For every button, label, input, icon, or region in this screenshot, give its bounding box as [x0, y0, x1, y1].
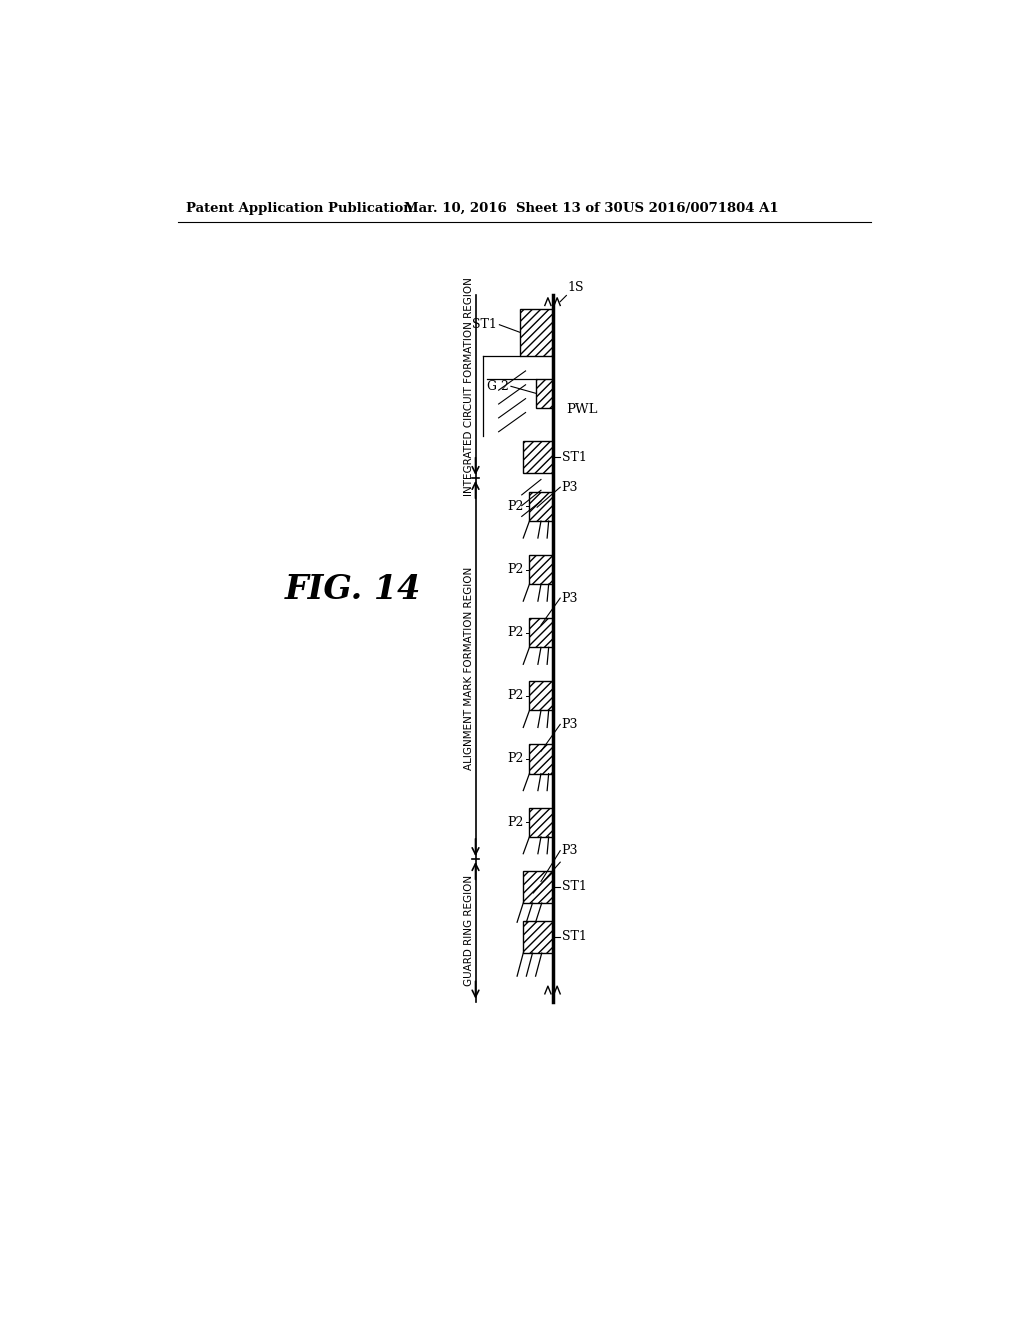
- Polygon shape: [536, 379, 553, 408]
- Text: P2: P2: [507, 752, 523, 766]
- Text: ST1: ST1: [472, 318, 497, 331]
- Text: P2: P2: [507, 816, 523, 829]
- Polygon shape: [529, 744, 553, 774]
- Text: ALIGNMENT MARK FORMATION REGION: ALIGNMENT MARK FORMATION REGION: [464, 566, 474, 770]
- Text: INTEGRATED CIRCUIT FORMATION REGION: INTEGRATED CIRCUIT FORMATION REGION: [464, 277, 474, 496]
- Text: P2: P2: [507, 564, 523, 576]
- Polygon shape: [529, 618, 553, 647]
- Text: US 2016/0071804 A1: US 2016/0071804 A1: [624, 202, 779, 215]
- Polygon shape: [523, 921, 553, 953]
- Text: Mar. 10, 2016  Sheet 13 of 30: Mar. 10, 2016 Sheet 13 of 30: [403, 202, 623, 215]
- Text: Patent Application Publication: Patent Application Publication: [186, 202, 413, 215]
- Text: P2: P2: [507, 500, 523, 513]
- Text: P3: P3: [562, 480, 579, 494]
- Text: ST1: ST1: [562, 450, 587, 463]
- Polygon shape: [529, 681, 553, 710]
- Text: ST1: ST1: [562, 880, 587, 894]
- Text: P2: P2: [507, 626, 523, 639]
- Polygon shape: [529, 808, 553, 837]
- Text: 1S: 1S: [568, 281, 585, 294]
- Text: ST1: ST1: [562, 931, 587, 944]
- Text: G 2: G 2: [486, 380, 509, 393]
- Text: GUARD RING REGION: GUARD RING REGION: [464, 874, 474, 986]
- Text: PWL: PWL: [566, 403, 598, 416]
- Polygon shape: [529, 554, 553, 585]
- Polygon shape: [523, 871, 553, 903]
- Text: P3: P3: [562, 591, 579, 605]
- Polygon shape: [523, 441, 553, 474]
- Polygon shape: [520, 309, 553, 355]
- Text: FIG. 14: FIG. 14: [285, 573, 421, 606]
- Text: P3: P3: [562, 718, 579, 731]
- Polygon shape: [529, 492, 553, 521]
- Text: P3: P3: [562, 843, 579, 857]
- Text: P2: P2: [507, 689, 523, 702]
